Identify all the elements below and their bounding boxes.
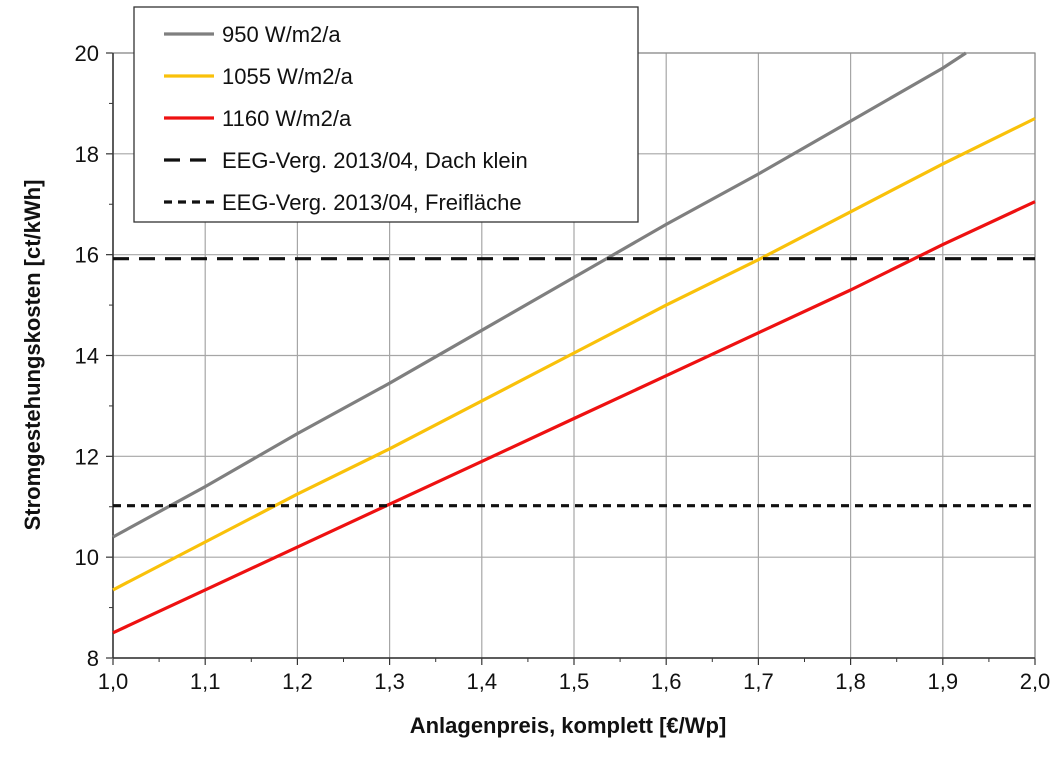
legend-box	[133, 6, 639, 223]
series-lines	[112, 51, 1036, 635]
x-tick-label: 1,4	[467, 669, 498, 694]
x-tick-label: 2,0	[1020, 669, 1051, 694]
legend-label-5: EEG-Verg. 2013/04, Freifläche	[222, 190, 522, 215]
series-line-1	[112, 51, 967, 539]
x-tick-label: 1,5	[559, 669, 590, 694]
y-tick-label: 10	[75, 545, 99, 570]
legend-label-3: 1160 W/m2/a	[222, 106, 352, 131]
y-tick-label: 12	[75, 444, 99, 469]
y-tick-label: 14	[75, 344, 99, 369]
y-axis-title: Stromgestehungskosten [ct/kWh]	[20, 180, 45, 531]
x-tick-label: 1,6	[651, 669, 682, 694]
x-tick-label: 1,0	[98, 669, 129, 694]
legend-label-4: EEG-Verg. 2013/04, Dach klein	[222, 148, 528, 173]
x-tick-label: 1,9	[928, 669, 959, 694]
x-tick-label: 1,3	[374, 669, 405, 694]
y-tick-label: 20	[75, 41, 99, 66]
legend-label-1: 950 W/m2/a	[222, 22, 341, 47]
x-axis-title: Anlagenpreis, komplett [€/Wp]	[410, 713, 727, 738]
y-tick-label: 16	[75, 243, 99, 268]
x-tick-label: 1,7	[743, 669, 774, 694]
series-line-3	[112, 200, 1036, 635]
series-line-2	[112, 117, 1036, 592]
x-tick-label: 1,2	[282, 669, 313, 694]
x-tick-label: 1,8	[835, 669, 866, 694]
y-tick-label: 8	[87, 646, 99, 671]
x-tick-label: 1,1	[190, 669, 221, 694]
y-tick-label: 18	[75, 142, 99, 167]
legend: 950 W/m2/a 1055 W/m2/a 1160 W/m2/a EEG-Verg…	[133, 6, 639, 223]
legend-label-2: 1055 W/m2/a	[222, 64, 354, 89]
